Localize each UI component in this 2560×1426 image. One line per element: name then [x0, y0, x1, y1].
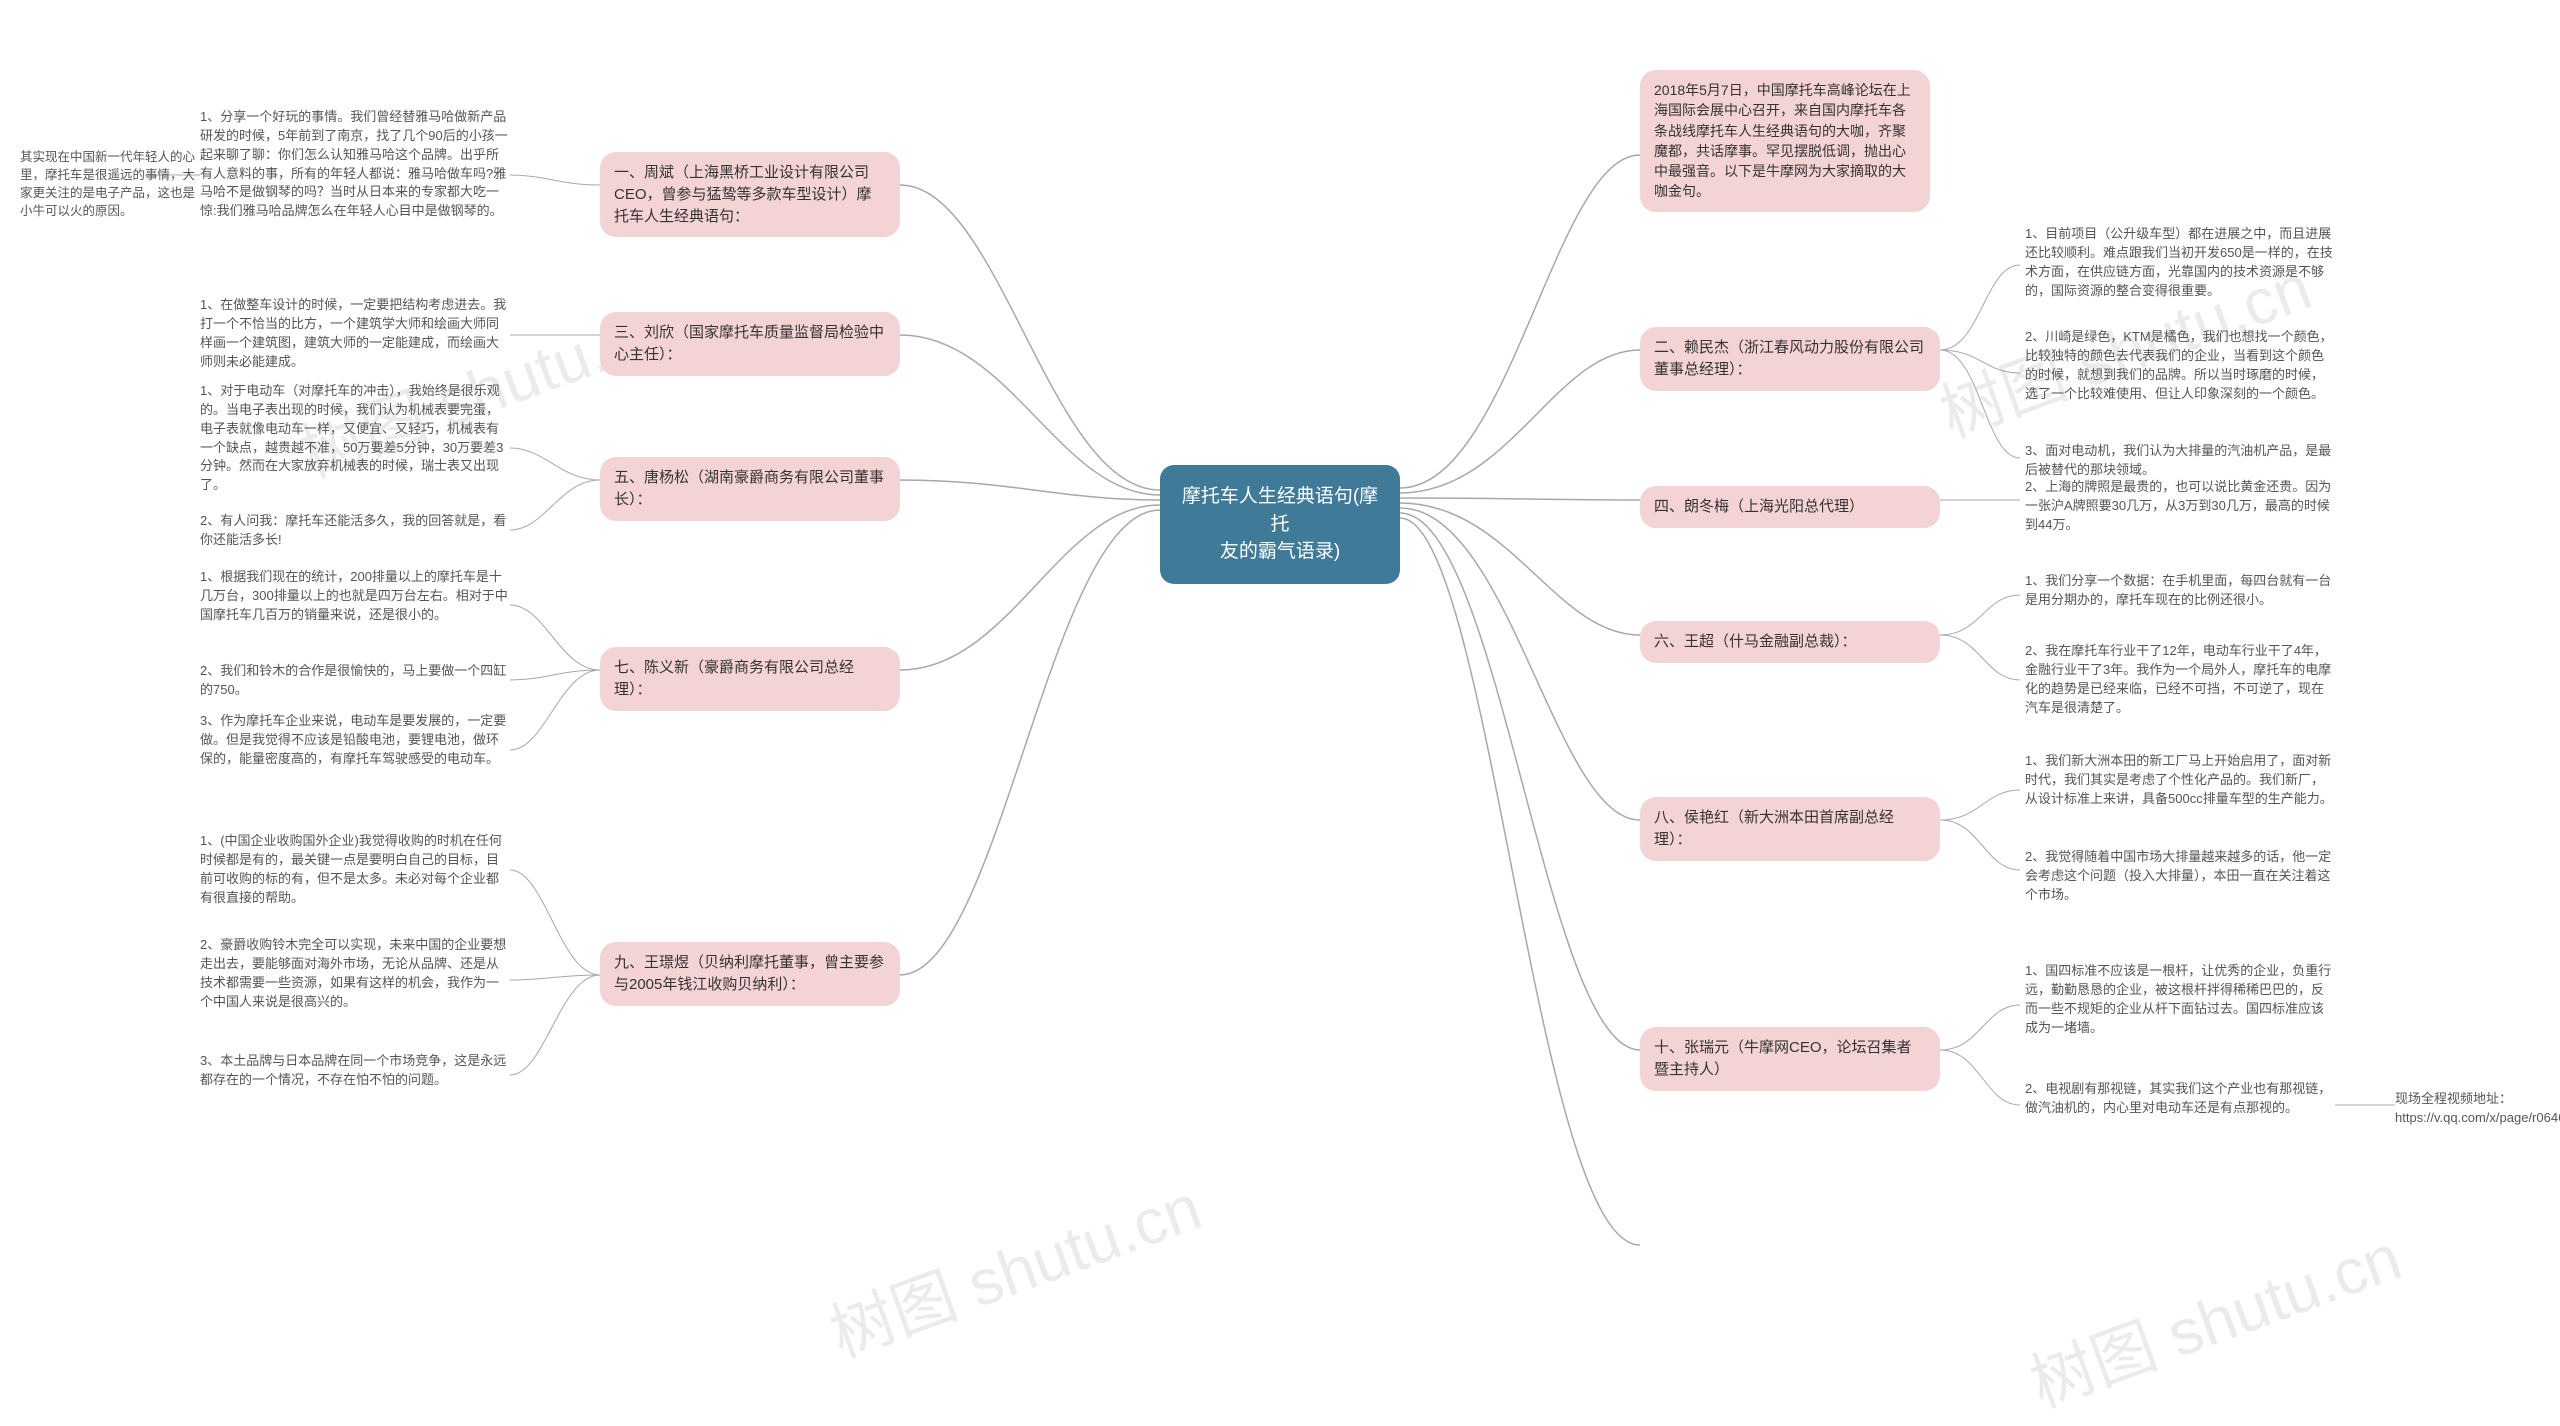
center-title-line2: 友的霸气语录): [1180, 538, 1380, 566]
leaf-p6-1: 1、我们分享一个数据：在手机里面，每四台就有一台是用分期办的，摩托车现在的比例还…: [2025, 572, 2335, 610]
person-node-6[interactable]: 六、王超（什马金融副总裁）：: [1640, 621, 1940, 663]
watermark: 树图 shutu.cn: [816, 1156, 1212, 1375]
leaf-p6-2: 2、我在摩托车行业干了12年，电动车行业干了4年，金融行业干了3年。我作为一个局…: [2025, 642, 2335, 717]
leaf-p9-1: 1、(中国企业收购国外企业)我觉得收购的时机在任何时候都是有的，最关键一点是要明…: [200, 832, 510, 907]
leaf-p10-2: 2、电视剧有那视链，其实我们这个产业也有那视链，做汽油机的，内心里对电动车还是有…: [2025, 1080, 2335, 1118]
leaf-p4-1: 2、上海的牌照是最贵的，也可以说比黄金还贵。因为一张沪A牌照要30几万，从3万到…: [2025, 478, 2335, 535]
person-node-8[interactable]: 八、侯艳红（新大洲本田首席副总经理）：: [1640, 797, 1940, 861]
leaf-p9-2: 2、豪爵收购铃木完全可以实现，未来中国的企业要想走出去，要能够面对海外市场，无论…: [200, 936, 510, 1011]
center-title-line1: 摩托车人生经典语句(摩托: [1180, 483, 1380, 538]
leaf-p1-1: 1、分享一个好玩的事情。我们曾经替雅马哈做新产品研发的时候，5年前到了南京，找了…: [200, 108, 510, 221]
leaf-p2-2: 2、川崎是绿色，KTM是橘色，我们也想找一个颜色，比较独特的颜色去代表我们的企业…: [2025, 328, 2335, 403]
center-node[interactable]: 摩托车人生经典语句(摩托 友的霸气语录): [1160, 465, 1400, 584]
watermark: 树图 shutu.cn: [2016, 1206, 2412, 1425]
person-node-9[interactable]: 九、王璟煜（贝纳利摩托董事，曾主要参与2005年钱江收购贝纳利）：: [600, 942, 900, 1006]
leaf-p10-link: 现场全程视频地址：https://v.qq.com/x/page/r0646d5…: [2395, 1090, 2555, 1128]
leaf-p9-3: 3、本土品牌与日本品牌在同一个市场竞争，这是永远都存在的一个情况，不存在怕不怕的…: [200, 1052, 510, 1090]
leaf-p1-1b: 其实现在中国新一代年轻人的心里，摩托车是很遥远的事情，大家更关注的是电子产品，这…: [20, 148, 200, 221]
intro-node[interactable]: 2018年5月7日，中国摩托车高峰论坛在上海国际会展中心召开，来自国内摩托车各条…: [1640, 70, 1930, 212]
leaf-p2-1: 1、目前项目（公升级车型）都在进展之中，而且进展还比较顺利。难点跟我们当初开发6…: [2025, 225, 2335, 300]
leaf-p5-1: 1、对于电动车（对摩托车的冲击），我始终是很乐观的。当电子表出现的时候，我们认为…: [200, 382, 510, 495]
person-node-2[interactable]: 二、赖民杰（浙江春风动力股份有限公司董事总经理）：: [1640, 327, 1940, 391]
leaf-p8-1: 1、我们新大洲本田的新工厂马上开始启用了，面对新时代，我们其实是考虑了个性化产品…: [2025, 752, 2335, 809]
leaf-p3-1: 1、在做整车设计的时候，一定要把结构考虑进去。我打一个不恰当的比方，一个建筑学大…: [200, 296, 510, 371]
person-node-1[interactable]: 一、周斌（上海黑桥工业设计有限公司CEO，曾参与猛鸷等多款车型设计）摩托车人生经…: [600, 152, 900, 237]
leaf-p7-1: 1、根据我们现在的统计，200排量以上的摩托车是十几万台，300排量以上的也就是…: [200, 568, 510, 625]
person-node-3[interactable]: 三、刘欣（国家摩托车质量监督局检验中心主任）：: [600, 312, 900, 376]
leaf-p8-2: 2、我觉得随着中国市场大排量越来越多的话，他一定会考虑这个问题（投入大排量），本…: [2025, 848, 2335, 905]
leaf-p7-2: 2、我们和铃木的合作是很愉快的，马上要做一个四缸的750。: [200, 662, 510, 700]
person-node-5[interactable]: 五、唐杨松（湖南豪爵商务有限公司董事长）：: [600, 457, 900, 521]
person-node-7[interactable]: 七、陈义新（豪爵商务有限公司总经理）：: [600, 647, 900, 711]
leaf-p10-1: 1、国四标准不应该是一根杆，让优秀的企业，负重行远，勤勤恳恳的企业，被这根杆拌得…: [2025, 962, 2335, 1037]
leaf-p2-3: 3、面对电动机，我们认为大排量的汽油机产品，是最后被替代的那块领域。: [2025, 442, 2335, 480]
leaf-p7-3: 3、作为摩托车企业来说，电动车是要发展的，一定要做。但是我觉得不应该是铅酸电池，…: [200, 712, 510, 769]
person-node-10[interactable]: 十、张瑞元（牛摩网CEO，论坛召集者暨主持人）: [1640, 1027, 1940, 1091]
person-node-4[interactable]: 四、朗冬梅（上海光阳总代理）: [1640, 486, 1940, 528]
leaf-p5-2: 2、有人问我：摩托车还能活多久，我的回答就是，看你还能活多长!: [200, 512, 510, 550]
